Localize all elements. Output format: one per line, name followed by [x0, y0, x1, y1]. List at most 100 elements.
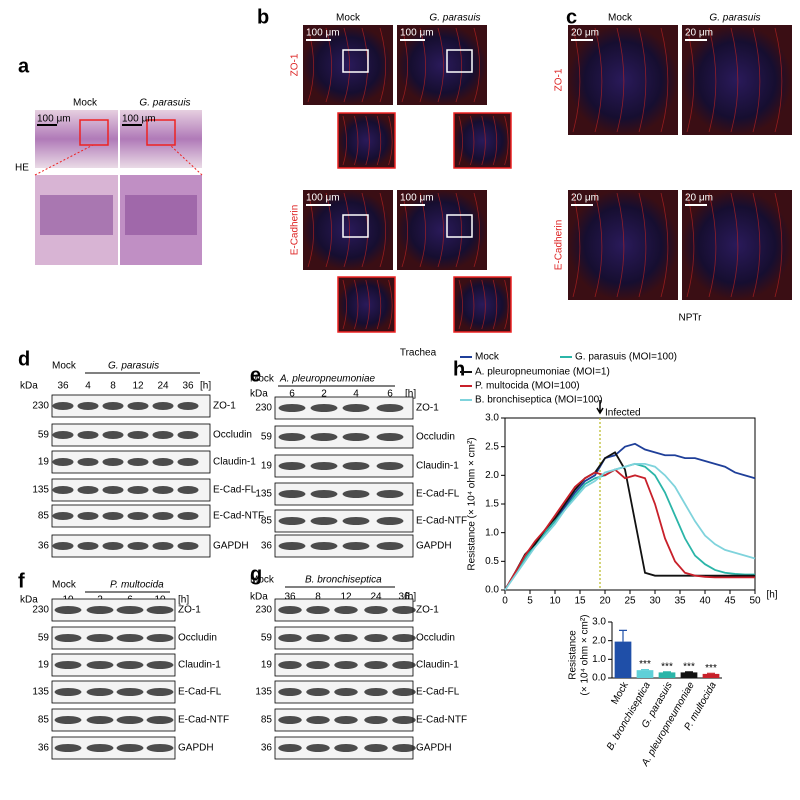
x-tick-label: 40 [699, 596, 711, 607]
band [116, 716, 144, 724]
band [278, 634, 302, 642]
bar [658, 672, 676, 678]
kda-marker: 36 [38, 743, 50, 754]
band [86, 606, 114, 614]
kda-marker: 230 [255, 605, 272, 616]
protein-label: E-Cad-FL [416, 687, 460, 698]
y-tick-label: 0.0 [485, 585, 499, 596]
band [146, 634, 174, 642]
time-label: 12 [340, 592, 352, 603]
protein-label: Claudin-1 [416, 461, 459, 472]
membrane [379, 192, 386, 268]
membrane [594, 27, 603, 133]
x-tick-label: Mock [609, 679, 631, 706]
label: G. parasuis [139, 98, 190, 109]
scale-label: 20 μm [571, 28, 599, 39]
panel-letter: c [566, 6, 577, 28]
band [392, 606, 416, 614]
significance: *** [661, 661, 673, 672]
significance: *** [683, 661, 695, 672]
band [306, 606, 330, 614]
membrane [342, 115, 347, 166]
scale-label: 100 μm [306, 193, 340, 204]
kda-marker: 230 [32, 401, 49, 412]
band [306, 661, 330, 669]
band [146, 744, 174, 752]
zoom-frame [453, 276, 512, 333]
band [364, 606, 388, 614]
band [342, 490, 370, 498]
band [342, 542, 370, 550]
scale-label: 100 μm [306, 28, 340, 39]
band [342, 404, 370, 412]
scale-label: 100 μm [37, 114, 71, 125]
membrane [354, 279, 359, 330]
membrane [708, 192, 717, 298]
band [177, 542, 199, 550]
band [102, 542, 124, 550]
series-line [504, 462, 756, 591]
fluor-image [454, 113, 511, 168]
band [177, 402, 199, 410]
time-label: 4 [353, 389, 359, 400]
band [334, 634, 358, 642]
protein-label: E-Cad-NTF [178, 715, 229, 726]
label: [h] [405, 592, 416, 603]
band [116, 688, 144, 696]
membrane [307, 27, 314, 103]
label: NPTr [679, 313, 703, 324]
band [278, 716, 302, 724]
kda-marker: 36 [261, 541, 273, 552]
panel-letter: f [18, 570, 25, 592]
x-tick-label: 35 [674, 596, 686, 607]
fluor-image [682, 25, 792, 135]
band [127, 431, 149, 439]
y-axis-label: Resistance (× 10⁴ ohm × cm²) [467, 437, 478, 570]
band [392, 688, 416, 696]
kda-marker: 59 [261, 633, 273, 644]
significance: *** [639, 659, 651, 670]
time-label: 24 [157, 381, 169, 392]
significance: *** [705, 663, 717, 674]
kda-marker: 59 [261, 432, 273, 443]
membrane [470, 115, 475, 166]
band [310, 433, 338, 441]
membrane [774, 27, 783, 133]
band [177, 486, 199, 494]
label: [h] [178, 595, 189, 606]
membrane [343, 192, 350, 268]
series-line [504, 462, 755, 591]
error-bar [707, 672, 715, 674]
membrane [437, 27, 444, 103]
zoom-frame [337, 276, 396, 333]
protein-label: Occludin [416, 633, 455, 644]
band [342, 517, 370, 525]
zoom-frame [337, 112, 396, 169]
band [52, 486, 74, 494]
kda-marker: 135 [32, 687, 49, 698]
protein-label: Claudin-1 [178, 660, 221, 671]
band [376, 462, 404, 470]
fluor-image [568, 190, 678, 300]
blot-strip [51, 653, 176, 677]
zoom-frame [453, 112, 512, 169]
band [152, 486, 174, 494]
x-tick-label: 30 [649, 596, 661, 607]
scale-label: 100 μm [122, 114, 156, 125]
band [177, 431, 199, 439]
band [54, 688, 82, 696]
row-label: E-Cadherin [554, 220, 565, 271]
membrane [481, 115, 486, 166]
kda-marker: 85 [261, 516, 273, 527]
time-label: 36 [57, 381, 69, 392]
band [278, 542, 306, 550]
band [278, 661, 302, 669]
scale-label: 100 μm [400, 193, 434, 204]
label: kDa [20, 381, 38, 392]
x-axis-label: [h] [766, 590, 777, 601]
band [52, 512, 74, 520]
kda-marker: 36 [261, 743, 273, 754]
protein-label: GAPDH [213, 541, 249, 552]
y-tick-label: 2.0 [592, 635, 606, 646]
